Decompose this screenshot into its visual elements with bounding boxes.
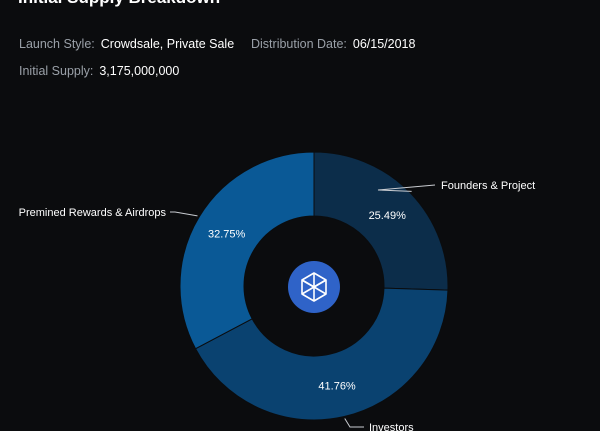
launch-style-row: Launch Style: Crowdsale, Private Sale: [19, 37, 234, 51]
initial-supply-label: Initial Supply:: [19, 64, 94, 78]
leader-line-0: [377, 184, 436, 192]
slice-percent-label-1: 41.76%: [318, 380, 356, 392]
slice-name-label-0: Founders & Project: [441, 180, 535, 192]
donut-slice-2[interactable]: [179, 151, 315, 350]
slice-name-label-1: Investors: [369, 422, 414, 431]
slice-percent-label-0: 25.49%: [369, 210, 407, 222]
distribution-date-value: 06/15/2018: [352, 37, 416, 51]
donut-slice-1[interactable]: [194, 287, 449, 421]
launch-style-value: Crowdsale, Private Sale: [100, 37, 235, 51]
launch-style-label: Launch Style:: [19, 37, 95, 51]
slice-name-label-2: Premined Rewards & Airdrops: [19, 207, 167, 219]
donut-slice-0[interactable]: [313, 151, 449, 291]
fantom-cube-logo-icon: [288, 261, 340, 313]
initial-supply-value: 3,175,000,000: [99, 64, 180, 78]
slice-percent-label-2: 32.75%: [208, 228, 246, 240]
initial-supply-row: Initial Supply: 3,175,000,000: [19, 64, 179, 78]
leader-line-2: [170, 211, 198, 217]
distribution-date-row: Distribution Date: 06/15/2018: [251, 37, 415, 51]
distribution-date-label: Distribution Date:: [251, 37, 347, 51]
leader-line-1: [344, 418, 364, 428]
page-title: Initial Supply Breakdown: [18, 0, 220, 8]
